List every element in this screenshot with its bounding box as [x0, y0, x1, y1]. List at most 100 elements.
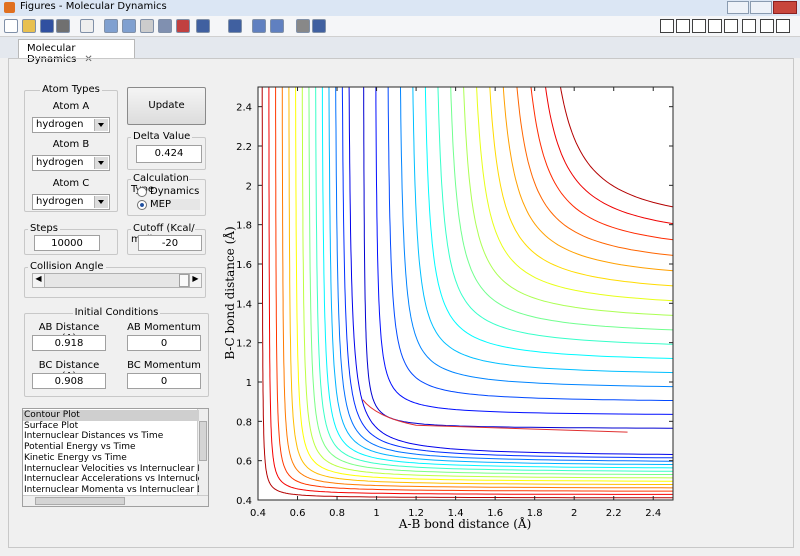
figure-area [8, 58, 794, 548]
input-field[interactable]: 0.908 [32, 373, 106, 389]
input-field[interactable]: 0 [127, 335, 201, 351]
toolbar-button[interactable] [104, 19, 118, 33]
list-item[interactable]: Kinetic Energy vs Time [24, 452, 127, 463]
y-tick-label: 2 [246, 181, 252, 192]
dropdown-arrow[interactable] [94, 157, 108, 169]
cutoff-field[interactable]: -20 [138, 235, 202, 251]
contour-line [363, 87, 673, 429]
dock-button[interactable] [742, 19, 756, 33]
contour-line [502, 87, 673, 272]
tab-strip: Molecular Dynamics ✕ [0, 37, 800, 65]
x-tick-label: 2.2 [606, 508, 622, 519]
delta-value-panel: Delta Value [127, 131, 206, 170]
dock-button[interactable] [692, 19, 706, 33]
input-field[interactable]: 0 [127, 373, 201, 389]
close-button[interactable] [773, 1, 797, 14]
calculation-type-panel: Calculation Type [127, 173, 206, 216]
contour-line [463, 87, 673, 316]
collision-angle-panel: Collision Angle [24, 261, 206, 298]
toolbar-button[interactable] [176, 19, 190, 33]
toolbar-button[interactable] [270, 19, 284, 33]
contour-line [328, 87, 673, 466]
y-tick-label: 1 [246, 378, 252, 389]
x-tick-label: 0.4 [250, 508, 266, 519]
collision-angle-slider[interactable]: ◀ ▶ [32, 273, 202, 288]
scroll-thumb[interactable] [199, 421, 207, 461]
slider-right-arrow[interactable]: ▶ [189, 274, 201, 287]
toolbar-button[interactable] [40, 19, 54, 33]
toolbar-button[interactable] [122, 19, 136, 33]
horizontal-scrollbar[interactable] [23, 495, 208, 506]
scroll-thumb[interactable] [35, 497, 125, 505]
steps-field[interactable]: 10000 [34, 235, 100, 251]
slider-thumb[interactable] [179, 274, 189, 287]
atom-label: Atom C [52, 178, 90, 189]
dropdown-arrow[interactable] [94, 196, 108, 208]
toolbar-button[interactable] [158, 19, 172, 33]
minimize-button[interactable] [727, 1, 749, 14]
atom-label: Atom A [52, 101, 90, 112]
toolbar-button[interactable] [196, 19, 210, 33]
atom-dropdown[interactable]: hydrogen [32, 117, 110, 133]
dock-button[interactable] [760, 19, 774, 33]
tab-close[interactable]: ✕ [84, 54, 93, 65]
x-tick-label: 1.2 [408, 508, 424, 519]
toolbar-button[interactable] [4, 19, 18, 33]
radio-button[interactable] [137, 187, 147, 197]
contour-line [412, 87, 673, 374]
title-bar: Figures - Molecular Dynamics [0, 0, 800, 16]
atom-dropdown[interactable]: hydrogen [32, 194, 110, 210]
radio-button[interactable] [137, 200, 147, 210]
input-field[interactable]: 0.918 [32, 335, 106, 351]
delta-value-field[interactable]: 0.424 [136, 145, 202, 163]
list-item[interactable]: Contour Plot [23, 410, 199, 421]
dock-button[interactable] [724, 19, 738, 33]
y-axis-label: B-C bond distance (Å) [222, 226, 237, 359]
toolbar-button[interactable] [252, 19, 266, 33]
mep-line [362, 399, 628, 433]
list-item[interactable]: Internuclear Accelerations vs Internucle… [24, 474, 199, 485]
window-title: Figures - Molecular Dynamics [20, 1, 167, 12]
list-item[interactable]: Internuclear Velocities vs Internuclear … [24, 463, 199, 474]
maximize-button[interactable] [750, 1, 772, 14]
update-button[interactable]: Update [127, 87, 206, 125]
x-tick-label: 2.4 [645, 508, 661, 519]
panel-title: Atom Types [40, 84, 102, 95]
dropdown-arrow[interactable] [94, 119, 108, 131]
contour-line [321, 87, 673, 469]
contour-line [281, 87, 673, 489]
dock-button[interactable] [676, 19, 690, 33]
contour-line [476, 87, 673, 302]
dock-button[interactable] [708, 19, 722, 33]
dock-button[interactable] [776, 19, 790, 33]
plot-list: Contour Plot Surface Plot Internuclear Dis… [22, 408, 209, 507]
toolbar-button[interactable] [312, 19, 326, 33]
list-item[interactable]: Internuclear Distances vs Time [24, 431, 164, 442]
y-tick-label: 0.8 [236, 417, 252, 428]
list-item[interactable]: Internuclear Momenta vs Internuclear Dis… [24, 484, 199, 495]
contour-line [375, 87, 673, 415]
x-tick-label: 1.6 [487, 508, 503, 519]
x-tick-label: 0.8 [329, 508, 345, 519]
list-item[interactable]: Potential Energy vs Time [24, 442, 136, 453]
contour-line [545, 87, 673, 225]
toolbar-button[interactable] [296, 19, 310, 33]
toolbar-button[interactable] [140, 19, 154, 33]
slider-left-arrow[interactable]: ◀ [33, 274, 45, 287]
app-icon [4, 2, 15, 13]
tab[interactable]: Molecular Dynamics ✕ [18, 39, 135, 65]
field-label: BC Momentum [127, 360, 201, 371]
contour-line [399, 87, 673, 388]
dock-button[interactable] [660, 19, 674, 33]
toolbar-button[interactable] [80, 19, 94, 33]
toolbar-button[interactable] [22, 19, 36, 33]
atom-dropdown[interactable]: hydrogen [32, 155, 110, 171]
list-item[interactable]: Surface Plot [24, 420, 79, 431]
vertical-scrollbar[interactable] [197, 409, 208, 495]
toolbar-button[interactable] [228, 19, 242, 33]
radio-label: Dynamics [150, 186, 200, 197]
y-tick-label: 1.4 [236, 299, 252, 310]
toolbar-button[interactable] [56, 19, 70, 33]
dropdown-value: hydrogen [36, 196, 84, 207]
x-tick-label: 2 [571, 508, 577, 519]
